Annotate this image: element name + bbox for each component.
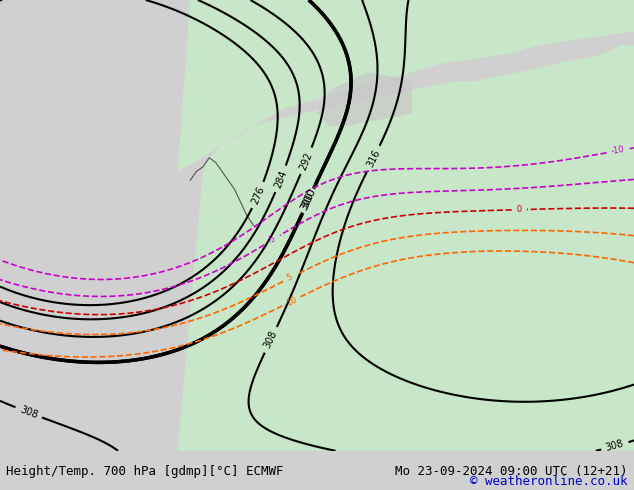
Text: 308: 308 [262, 329, 279, 350]
Text: 5: 5 [285, 273, 294, 283]
Polygon shape [178, 0, 634, 172]
Text: 300: 300 [299, 191, 316, 212]
Text: 276: 276 [250, 185, 266, 206]
Text: Mo 23-09-2024 09:00 UTC (12+21): Mo 23-09-2024 09:00 UTC (12+21) [395, 465, 628, 478]
Text: 308: 308 [18, 404, 39, 420]
Polygon shape [178, 45, 634, 451]
Polygon shape [317, 72, 412, 126]
Text: -10: -10 [611, 145, 626, 156]
Text: 308: 308 [605, 439, 625, 453]
Text: Height/Temp. 700 hPa [gdmp][°C] ECMWF: Height/Temp. 700 hPa [gdmp][°C] ECMWF [6, 465, 284, 478]
Text: 300: 300 [300, 187, 318, 210]
Text: © weatheronline.co.uk: © weatheronline.co.uk [470, 475, 628, 488]
Text: 316: 316 [365, 148, 382, 169]
Text: 292: 292 [298, 150, 314, 172]
Text: 0: 0 [517, 205, 522, 214]
Text: 284: 284 [273, 169, 288, 190]
Text: 10: 10 [285, 295, 298, 308]
Text: -5: -5 [266, 234, 278, 246]
